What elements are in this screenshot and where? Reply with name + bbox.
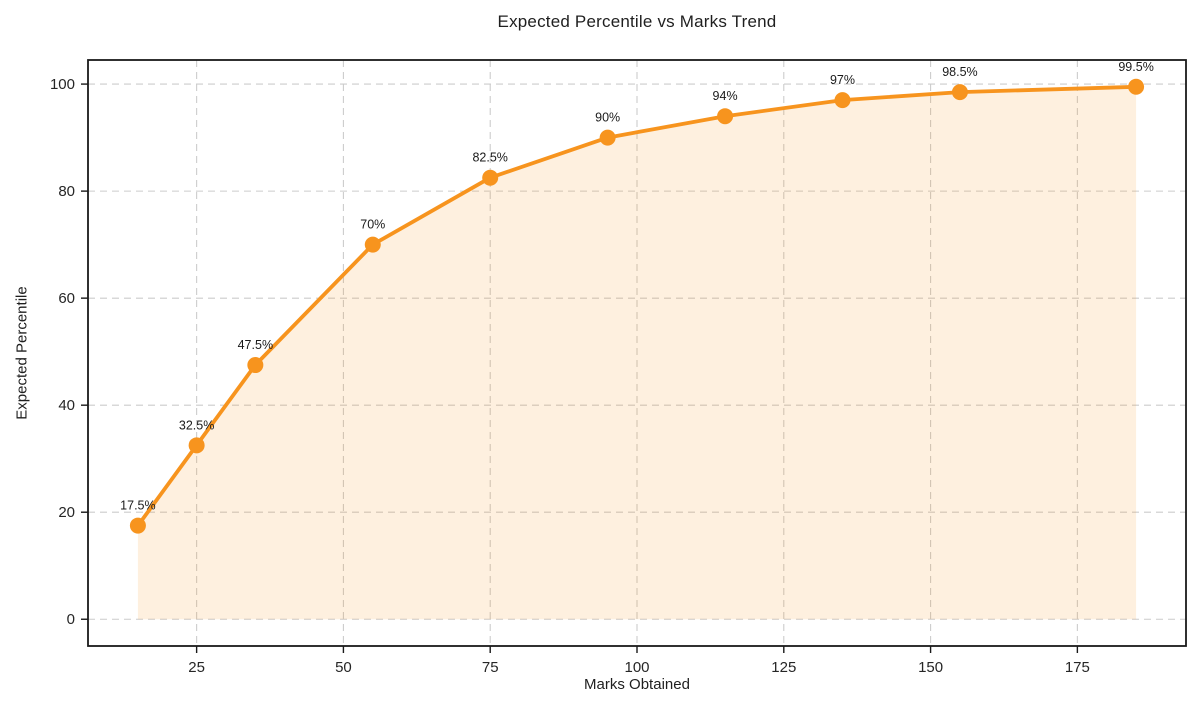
- y-tick-label: 0: [67, 611, 75, 628]
- y-tick-label: 80: [58, 183, 75, 200]
- trend-line: [136, 84, 1138, 528]
- data-point-label: 47.5%: [238, 338, 273, 352]
- x-tick-label: 125: [771, 659, 796, 676]
- x-axis-label: Marks Obtained: [584, 676, 690, 693]
- y-tick-label: 20: [58, 504, 75, 521]
- data-point-label: 98.5%: [942, 65, 977, 79]
- data-point-label: 17.5%: [120, 499, 155, 513]
- data-point-marker: [1128, 78, 1145, 95]
- data-point-marker: [247, 357, 264, 374]
- data-point-marker: [834, 92, 851, 109]
- x-tick-label: 25: [188, 659, 205, 676]
- x-tick-label: 175: [1065, 659, 1090, 676]
- data-point-marker: [364, 236, 381, 253]
- data-point-label: 97%: [830, 73, 855, 87]
- data-point-label: 90%: [595, 111, 620, 125]
- y-tick-label: 40: [58, 397, 75, 414]
- y-tick-label: 60: [58, 290, 75, 307]
- data-point-marker: [599, 129, 616, 146]
- plot-border: [87, 59, 1187, 647]
- x-tick-label: 75: [482, 659, 499, 676]
- chart-title: Expected Percentile vs Marks Trend: [497, 12, 777, 31]
- data-point-label: 32.5%: [179, 418, 214, 432]
- data-point-marker: [129, 517, 146, 534]
- data-point-label: 82.5%: [472, 151, 507, 165]
- data-point-marker: [482, 169, 499, 186]
- x-tick-label: 50: [335, 659, 352, 676]
- data-point-label: 94%: [713, 89, 738, 103]
- area-fill: [137, 86, 1137, 620]
- y-tick-label: 100: [50, 76, 75, 93]
- data-point-marker: [717, 108, 734, 125]
- data-point-marker: [188, 437, 205, 454]
- data-point-label: 99.5%: [1118, 60, 1153, 74]
- data-point-marker: [951, 84, 968, 101]
- x-tick-label: 100: [624, 659, 649, 676]
- data-point-label: 70%: [360, 218, 385, 232]
- x-tick-label: 150: [918, 659, 943, 676]
